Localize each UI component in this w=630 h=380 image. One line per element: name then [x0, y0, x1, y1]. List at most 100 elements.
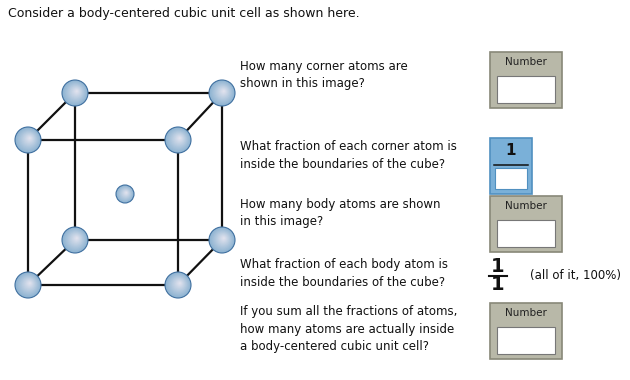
Circle shape	[18, 129, 39, 150]
Circle shape	[221, 89, 226, 94]
Circle shape	[28, 137, 31, 139]
Circle shape	[213, 83, 232, 102]
Circle shape	[72, 234, 81, 243]
FancyBboxPatch shape	[490, 138, 532, 194]
Circle shape	[211, 229, 233, 251]
Circle shape	[125, 192, 127, 194]
Circle shape	[68, 84, 84, 100]
Circle shape	[212, 82, 233, 103]
Circle shape	[118, 187, 132, 200]
Circle shape	[170, 276, 187, 293]
Circle shape	[121, 189, 130, 198]
Circle shape	[24, 279, 35, 289]
Circle shape	[166, 128, 190, 152]
Circle shape	[214, 231, 231, 248]
Circle shape	[62, 227, 88, 253]
Circle shape	[69, 86, 83, 98]
Circle shape	[218, 87, 228, 97]
Circle shape	[20, 276, 38, 293]
Circle shape	[123, 190, 129, 196]
Circle shape	[71, 87, 81, 97]
Circle shape	[218, 234, 228, 244]
Circle shape	[222, 236, 226, 240]
Circle shape	[20, 276, 37, 293]
Circle shape	[176, 135, 183, 142]
Circle shape	[29, 138, 30, 139]
Circle shape	[17, 129, 39, 151]
Circle shape	[215, 231, 231, 247]
Circle shape	[16, 272, 40, 297]
Circle shape	[72, 235, 80, 242]
Circle shape	[172, 132, 186, 146]
Circle shape	[27, 136, 32, 141]
Circle shape	[16, 128, 40, 152]
Circle shape	[123, 191, 129, 195]
Circle shape	[177, 136, 182, 141]
FancyBboxPatch shape	[490, 196, 562, 252]
Circle shape	[120, 188, 131, 200]
Circle shape	[223, 238, 224, 239]
Circle shape	[122, 190, 129, 197]
Circle shape	[70, 86, 82, 98]
Circle shape	[214, 84, 231, 101]
FancyBboxPatch shape	[497, 327, 555, 354]
Circle shape	[24, 134, 35, 144]
Circle shape	[118, 186, 133, 201]
Circle shape	[73, 235, 80, 242]
Circle shape	[219, 88, 227, 95]
Circle shape	[117, 186, 133, 202]
Circle shape	[67, 84, 84, 101]
Circle shape	[166, 272, 190, 297]
Circle shape	[21, 131, 37, 147]
Circle shape	[20, 130, 38, 149]
Circle shape	[217, 86, 229, 98]
Circle shape	[169, 130, 188, 149]
Circle shape	[15, 272, 41, 298]
Circle shape	[76, 90, 78, 93]
Circle shape	[63, 228, 88, 252]
Circle shape	[26, 135, 33, 142]
Circle shape	[165, 272, 191, 298]
Circle shape	[116, 185, 134, 203]
Text: 1: 1	[491, 258, 505, 277]
Circle shape	[210, 81, 234, 105]
Circle shape	[74, 89, 79, 94]
FancyBboxPatch shape	[497, 76, 555, 103]
Circle shape	[170, 131, 187, 148]
Circle shape	[23, 278, 35, 290]
Circle shape	[173, 133, 185, 145]
Circle shape	[173, 277, 185, 291]
Circle shape	[169, 130, 188, 149]
Circle shape	[178, 282, 181, 285]
Circle shape	[28, 282, 32, 285]
Circle shape	[64, 229, 86, 251]
Circle shape	[220, 235, 227, 242]
Circle shape	[176, 280, 183, 288]
Circle shape	[166, 128, 190, 152]
Circle shape	[174, 279, 185, 289]
Circle shape	[64, 82, 86, 104]
Circle shape	[223, 90, 224, 92]
Circle shape	[172, 277, 186, 291]
Circle shape	[175, 279, 184, 288]
Circle shape	[219, 235, 227, 242]
Circle shape	[19, 130, 38, 149]
Circle shape	[219, 87, 228, 96]
Circle shape	[220, 88, 227, 95]
Circle shape	[64, 81, 87, 104]
Text: What fraction of each body atom is
inside the boundaries of the cube?: What fraction of each body atom is insid…	[240, 258, 448, 288]
Circle shape	[215, 85, 230, 99]
Circle shape	[125, 192, 127, 194]
Circle shape	[212, 229, 233, 250]
Circle shape	[70, 233, 82, 245]
Circle shape	[23, 133, 35, 146]
Text: (all of it, 100%): (all of it, 100%)	[530, 269, 621, 282]
Circle shape	[168, 129, 189, 150]
Circle shape	[119, 187, 132, 200]
Circle shape	[176, 280, 183, 287]
Circle shape	[28, 282, 31, 285]
Circle shape	[66, 230, 85, 249]
Circle shape	[209, 227, 235, 253]
Circle shape	[120, 188, 131, 199]
Circle shape	[123, 190, 129, 196]
